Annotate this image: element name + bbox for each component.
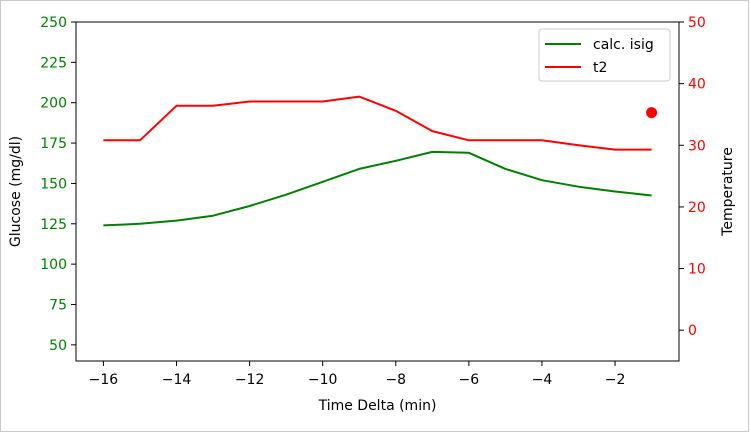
- plot-area: [75, 21, 680, 362]
- marker-point-0: [646, 107, 658, 119]
- legend-entry-t2: t2: [593, 60, 607, 76]
- left-y-tick-label: 175: [40, 136, 67, 152]
- left-y-tick-label: 250: [40, 15, 67, 31]
- x-tick-label: −6: [459, 372, 480, 388]
- x-tick-label: −2: [605, 372, 626, 388]
- left-y-tick-label: 50: [49, 338, 67, 354]
- x-tick-label: −12: [235, 372, 265, 388]
- legend: calc. isig t2: [538, 28, 671, 82]
- left-y-tick-label: 75: [49, 298, 67, 314]
- series-line-t2: [103, 95, 652, 151]
- right-y-tick-label: 50: [688, 15, 706, 31]
- left-y-tick-label: 125: [40, 217, 67, 233]
- x-tick-label: −8: [385, 372, 406, 388]
- x-tick-label: −10: [308, 372, 338, 388]
- left-y-tick-label: 100: [40, 257, 67, 273]
- x-tick-label: −16: [89, 372, 119, 388]
- right-y-tick-label: 40: [688, 77, 706, 93]
- left-y-axis-label: Glucose (mg/dl): [8, 136, 24, 247]
- x-axis-label: Time Delta (min): [318, 398, 437, 414]
- left-y-axis: 50 75 100 125 150 175 200 225 250: [40, 15, 76, 354]
- x-axis: −16 −14 −12 −10 −8 −6 −4 −2: [89, 361, 626, 388]
- x-tick-label: −14: [162, 372, 192, 388]
- left-y-tick-label: 200: [40, 96, 67, 112]
- right-y-tick-label: 10: [688, 262, 706, 278]
- x-tick-label: −4: [532, 372, 553, 388]
- right-y-axis: 0 10 20 30 40 50: [679, 15, 706, 339]
- right-y-tick-label: 0: [688, 323, 697, 339]
- left-y-tick-label: 150: [40, 176, 67, 192]
- series-layer: [103, 95, 658, 227]
- right-y-axis-label: Temperature: [720, 147, 736, 237]
- series-line-calc-isig: [103, 150, 652, 227]
- left-y-tick-label: 225: [40, 55, 67, 71]
- right-y-tick-label: 20: [688, 200, 706, 216]
- right-y-tick-label: 30: [688, 138, 706, 154]
- plot-frame: [75, 21, 680, 362]
- legend-entry-calc-isig: calc. isig: [593, 37, 654, 53]
